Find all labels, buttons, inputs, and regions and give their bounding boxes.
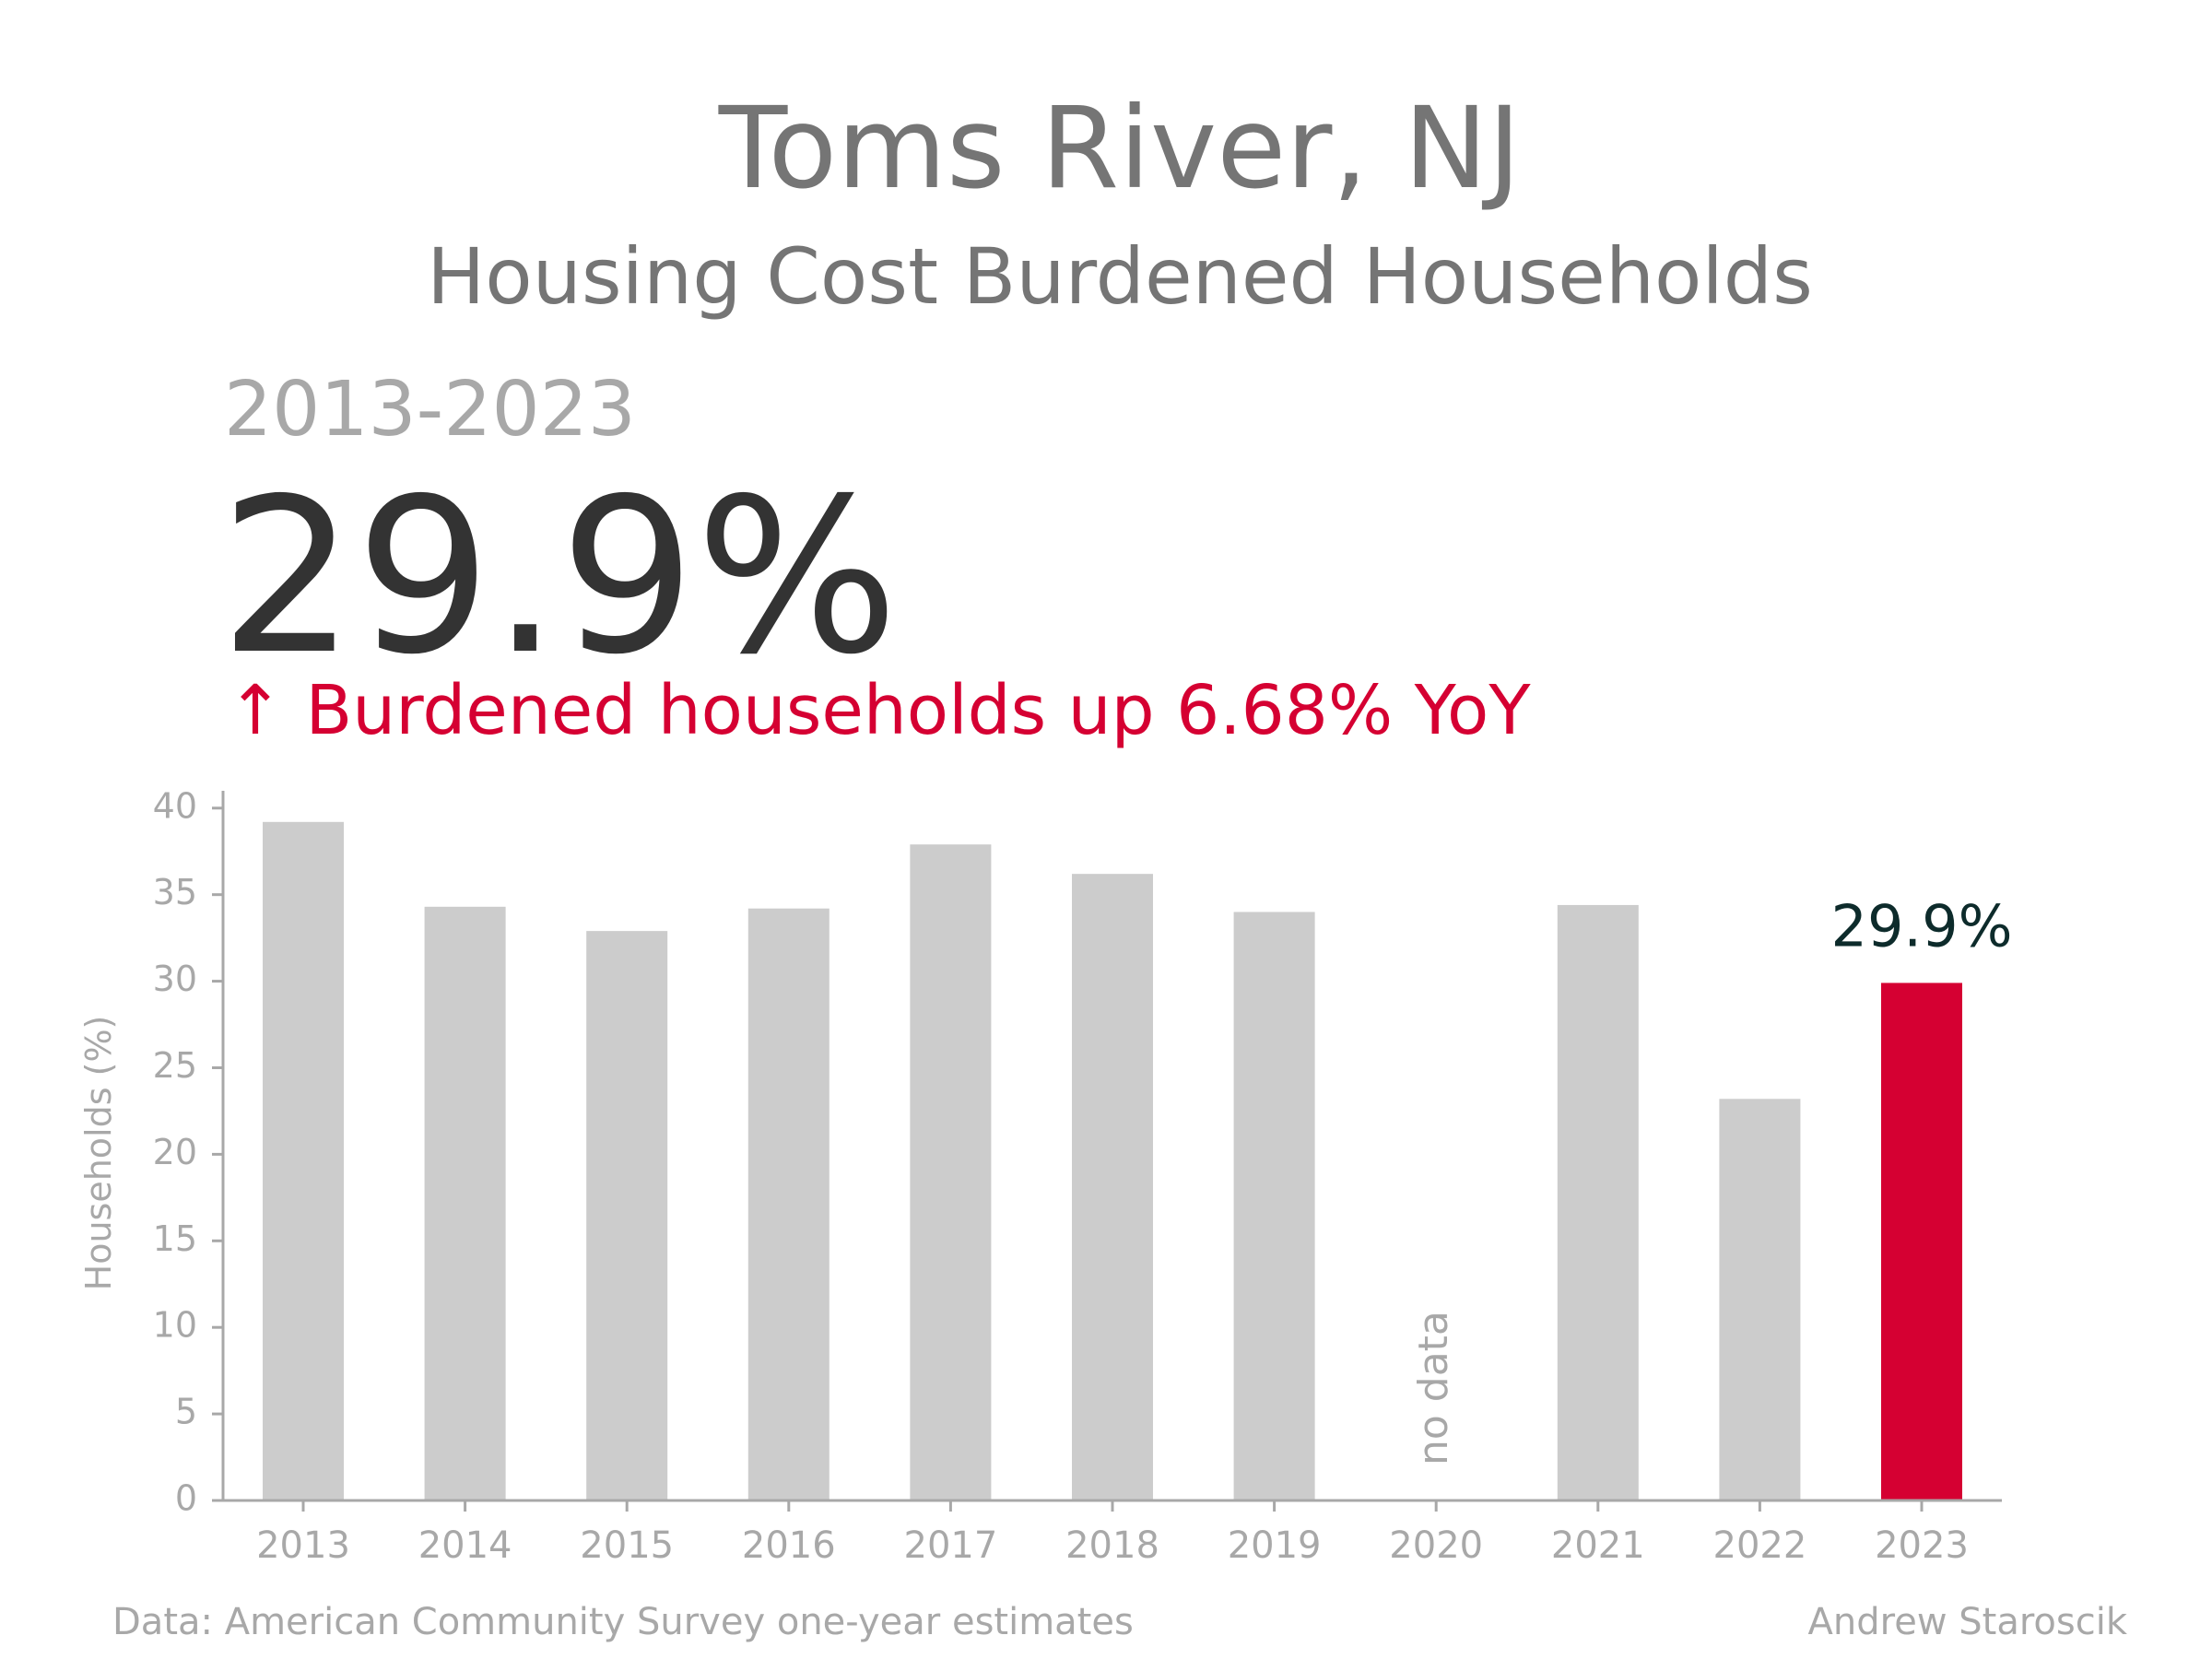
y-tick-label: 15	[153, 1218, 197, 1259]
y-tick-label: 40	[153, 785, 197, 826]
y-tick-label: 25	[153, 1045, 197, 1086]
data-source-note: Data: American Community Survey one-year…	[112, 1601, 1134, 1643]
y-tick-label: 5	[175, 1392, 197, 1432]
no-data-label: no data	[1410, 1311, 1457, 1465]
bar	[424, 906, 506, 1500]
x-tick-label: 2017	[904, 1524, 998, 1567]
bar	[1072, 874, 1153, 1500]
highlight-value-label: 29.9%	[1831, 892, 2013, 959]
x-tick-label: 2022	[1713, 1524, 1807, 1567]
bar	[910, 844, 992, 1500]
period-label: 2013-2023	[224, 366, 636, 453]
x-tick-label: 2016	[742, 1524, 836, 1567]
y-tick-label: 20	[153, 1132, 197, 1172]
y-axis-label: Households (%)	[78, 1016, 119, 1291]
x-tick-label: 2019	[1228, 1524, 1322, 1567]
x-tick-label: 2018	[1065, 1524, 1159, 1567]
x-tick-label: 2015	[580, 1524, 674, 1567]
chart-subtitle: Housing Cost Burdened Households	[427, 231, 1813, 322]
bar	[747, 908, 830, 1500]
chart-title: Toms River, NJ	[718, 83, 1522, 214]
x-tick-label: 2021	[1551, 1524, 1645, 1567]
y-tick-label: 35	[153, 872, 197, 912]
bar	[586, 931, 668, 1500]
headline-value: 29.9%	[219, 453, 900, 701]
bar	[1557, 904, 1639, 1500]
author-credit: Andrew Staroscik	[1807, 1601, 2127, 1643]
x-tick-label: 2020	[1389, 1524, 1483, 1567]
bar	[263, 821, 344, 1500]
bar	[1233, 912, 1315, 1500]
y-tick-label: 30	[153, 959, 197, 999]
y-tick-label: 10	[153, 1305, 197, 1346]
x-tick-label: 2013	[256, 1524, 350, 1567]
x-tick-label: 2014	[418, 1524, 512, 1567]
bar	[1719, 1099, 1801, 1500]
y-tick-label: 0	[175, 1478, 197, 1519]
yoy-change-text: ↑ Burdened households up 6.68% YoY	[227, 671, 1531, 750]
x-tick-label: 2023	[1875, 1524, 1969, 1567]
bar-highlight	[1881, 982, 1962, 1500]
